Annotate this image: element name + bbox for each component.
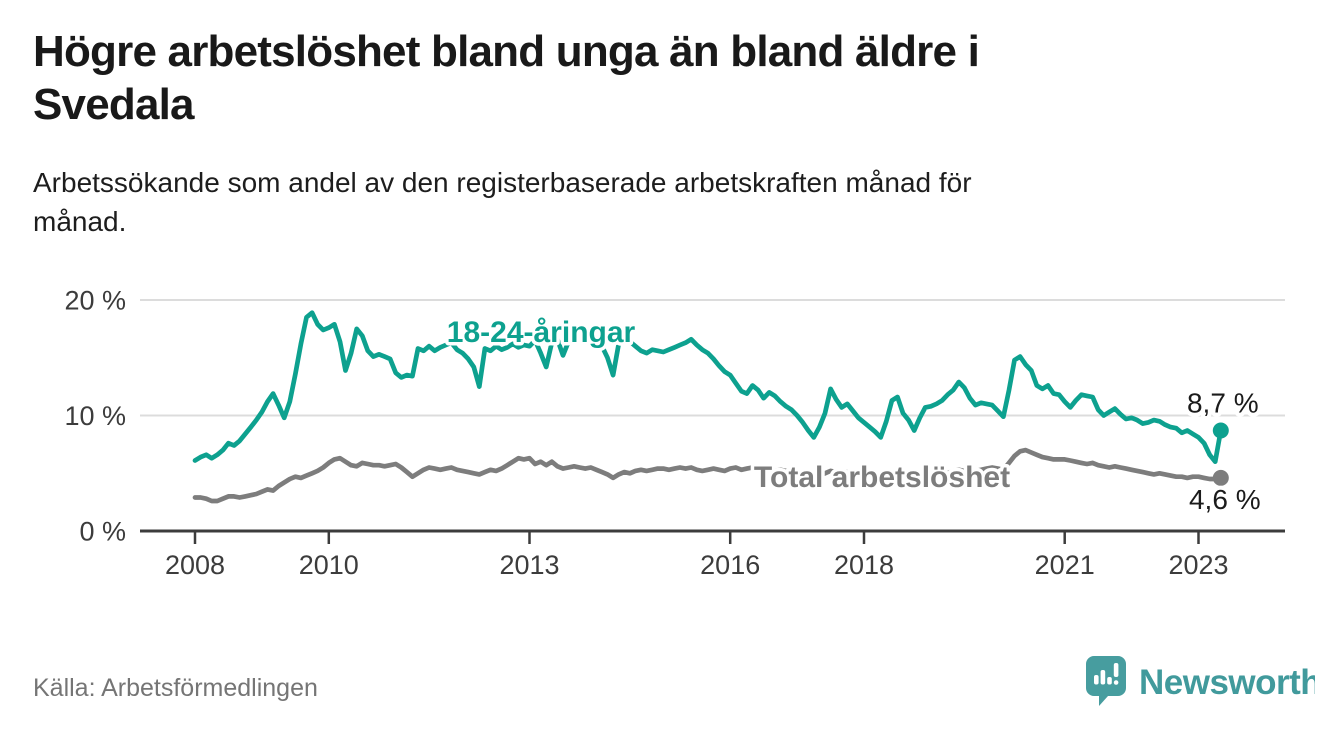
- y-axis-label: 10 %: [64, 401, 126, 431]
- x-axis-label: 2010: [299, 550, 359, 580]
- x-axis-label: 2023: [1168, 550, 1228, 580]
- newsworthy-logo-graphic: Newsworthy: [1086, 656, 1315, 706]
- x-axis-label: 2013: [499, 550, 559, 580]
- x-axis-label: 2008: [165, 550, 225, 580]
- series-label-total: Total arbetslöshet: [754, 461, 1010, 494]
- end-dot-young: [1212, 422, 1229, 439]
- title-line1: Högre arbetslöshet bland unga än bland ä…: [33, 27, 980, 76]
- newsworthy-wordmark: Newsworthy: [1139, 663, 1315, 702]
- subtitle-line1: Arbetssökande som andel av den registerb…: [33, 167, 972, 198]
- page-title: Högre arbetslöshet bland unga än bland ä…: [33, 26, 980, 132]
- series-line-total: [192, 447, 1224, 504]
- end-value-label-total: 4,6 %: [1189, 484, 1261, 515]
- series-label-young: 18-24-åringar: [447, 316, 636, 349]
- x-axis-label: 2016: [700, 550, 760, 580]
- end-value-label-young: 8,7 %: [1187, 388, 1259, 419]
- bar-chart-speech-bubble-icon: [1086, 656, 1126, 706]
- title-line2: Svedala: [33, 79, 195, 129]
- source-note: Källa: Arbetsförmedlingen: [33, 674, 318, 702]
- chart-subtitle: Arbetssökande som andel av den registerb…: [33, 164, 972, 241]
- series-line-young: [192, 310, 1224, 465]
- x-axis-label: 2021: [1035, 550, 1095, 580]
- newsworthy-logo: Newsworthy: [1083, 654, 1315, 708]
- y-axis-label: 20 %: [64, 286, 126, 316]
- subtitle-line2: månad.: [33, 205, 127, 237]
- end-dot-total: [1212, 469, 1229, 486]
- x-axis-label: 2018: [834, 550, 894, 580]
- y-axis-label: 0 %: [79, 517, 126, 547]
